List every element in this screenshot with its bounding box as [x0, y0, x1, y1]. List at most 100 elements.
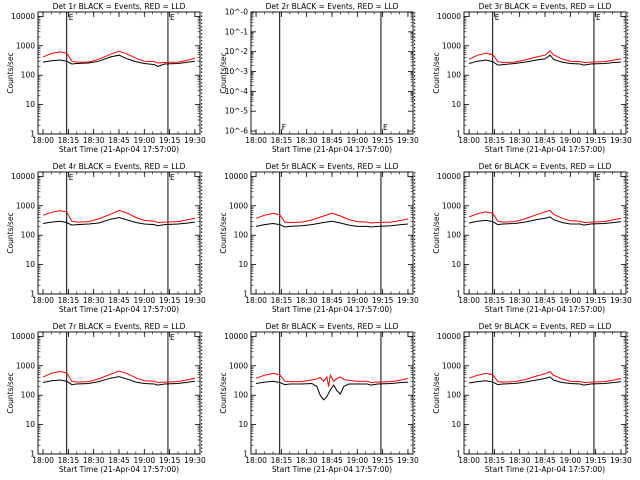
lld-series-line: [468, 209, 622, 224]
detector-panel: Det 4r BLACK = Events, RED = LLD 1 10 100 10…: [6, 162, 206, 314]
y-tick-label: 1000: [442, 201, 461, 210]
x-tick-label: 19:15: [585, 136, 607, 145]
panel-title: Det 2r BLACK = Events, RED = LLD: [266, 2, 399, 11]
events-series-line: [256, 380, 408, 401]
detector-panel: Det 3r BLACK = Events, RED = LLD 1 10 100 10…: [432, 2, 632, 154]
x-tick-label: 19:30: [610, 296, 632, 305]
x-tick-label: 19:00: [134, 136, 156, 145]
plot-frame: [250, 331, 414, 455]
x-tick-label: 18:30: [296, 456, 318, 465]
x-tick-label: 19:00: [134, 456, 156, 465]
y-tick-label: 10000: [11, 332, 35, 341]
plot-frame: [463, 11, 627, 135]
y-tick-label: 1: [243, 450, 248, 459]
x-tick-label: 19:30: [397, 296, 419, 305]
x-tick-label: 18:00: [458, 136, 480, 145]
x-tick-label: 18:30: [509, 296, 531, 305]
event-marker-label: E: [170, 13, 175, 22]
x-tick-label: 18:30: [83, 136, 105, 145]
y-axis-label: Counts/sec: [219, 372, 228, 413]
event-marker-label: E: [596, 13, 601, 22]
x-tick-label: 19:30: [397, 456, 419, 465]
x-tick-label: 18:00: [458, 456, 480, 465]
y-tick-label: 10: [451, 100, 461, 109]
y-tick-label: 1000: [16, 201, 35, 210]
detector-panel: Det 2r BLACK = Events, RED = LLD 10^-0 10^…: [219, 2, 419, 154]
x-tick-label: 18:00: [245, 456, 267, 465]
panel-title: Det 1r BLACK = Events, RED = LLD: [53, 2, 186, 11]
x-tick-label: 18:15: [58, 136, 80, 145]
x-tick-label: 19:30: [184, 456, 206, 465]
x-axis-label: Start Time (21-Apr-04 17:57:00): [485, 465, 605, 474]
x-tick-label: 18:15: [271, 136, 293, 145]
y-tick-label: 10^-5: [225, 107, 249, 116]
y-axis-label: Counts/sec: [219, 212, 228, 253]
y-tick-label: 10000: [11, 172, 35, 181]
x-tick-label: 18:00: [32, 296, 54, 305]
y-tick-label: 10000: [224, 332, 248, 341]
x-tick-label: 18:45: [534, 456, 556, 465]
x-tick-label: 19:30: [397, 136, 419, 145]
events-series-line: [43, 376, 195, 386]
x-tick-label: 19:00: [560, 296, 582, 305]
y-tick-label: 100: [447, 71, 462, 80]
lld-series-line: [42, 50, 196, 64]
event-marker-label: E: [170, 333, 175, 342]
y-tick-label: 100: [234, 231, 249, 240]
x-tick-label: 18:45: [108, 136, 130, 145]
events-series-line: [43, 216, 195, 227]
y-tick-label: 100: [447, 391, 462, 400]
x-tick-label: 19:15: [159, 136, 181, 145]
x-tick-label: 18:45: [108, 456, 130, 465]
x-tick-label: 18:15: [484, 456, 506, 465]
x-tick-label: 18:45: [108, 296, 130, 305]
x-axis-label: Start Time (21-Apr-04 17:57:00): [59, 465, 179, 474]
y-axis-label: Counts/sec: [6, 52, 15, 93]
y-tick-label: 1: [456, 450, 461, 459]
y-tick-label: 1000: [442, 361, 461, 370]
y-tick-label: 100: [21, 391, 36, 400]
plot-frame: [37, 331, 201, 455]
x-axis-label: Start Time (21-Apr-04 17:57:00): [59, 305, 179, 314]
y-tick-label: 10000: [437, 12, 461, 21]
y-tick-label: 10: [25, 420, 35, 429]
y-tick-label: 1: [243, 290, 248, 299]
y-tick-label: 10: [238, 260, 248, 269]
y-tick-label: 1: [456, 130, 461, 139]
x-tick-label: 19:30: [184, 136, 206, 145]
x-tick-label: 18:00: [245, 296, 267, 305]
y-tick-label: 10000: [224, 172, 248, 181]
detector-panel: Det 7r BLACK = Events, RED = LLD 1 10 100 10…: [6, 322, 206, 474]
x-tick-label: 18:45: [321, 456, 343, 465]
y-axis-label: Counts/sec: [219, 52, 228, 93]
x-tick-label: 19:00: [347, 296, 369, 305]
y-tick-label: 10000: [11, 12, 35, 21]
y-tick-label: 100: [234, 391, 249, 400]
events-series-line: [255, 220, 408, 228]
y-tick-label: 10^-3: [225, 67, 249, 76]
y-tick-label: 1: [30, 290, 35, 299]
x-tick-label: 19:15: [159, 296, 181, 305]
x-tick-label: 18:00: [458, 296, 480, 305]
y-tick-label: 10^-0: [225, 8, 249, 17]
detector-panel: Det 8r BLACK = Events, RED = LLD 1 10 100 10…: [219, 322, 419, 474]
y-tick-label: 1: [456, 290, 461, 299]
y-tick-label: 1000: [16, 361, 35, 370]
lld-series-line: [468, 370, 622, 384]
y-tick-label: 1000: [16, 41, 35, 50]
panel-title: Det 9r BLACK = Events, RED = LLD: [479, 322, 612, 331]
y-tick-label: 10^-4: [225, 87, 249, 96]
x-tick-label: 18:30: [83, 296, 105, 305]
event-marker-label: E: [69, 13, 74, 22]
event-marker-label: F: [282, 123, 286, 132]
y-tick-label: 1000: [229, 361, 248, 370]
events-series-line: [468, 54, 621, 66]
y-tick-label: 10: [25, 100, 35, 109]
x-axis-label: Start Time (21-Apr-04 17:57:00): [272, 305, 392, 314]
x-tick-label: 19:30: [610, 456, 632, 465]
x-tick-label: 19:15: [585, 456, 607, 465]
x-tick-label: 18:45: [534, 296, 556, 305]
y-tick-label: 10: [25, 260, 35, 269]
y-tick-label: 10000: [437, 332, 461, 341]
